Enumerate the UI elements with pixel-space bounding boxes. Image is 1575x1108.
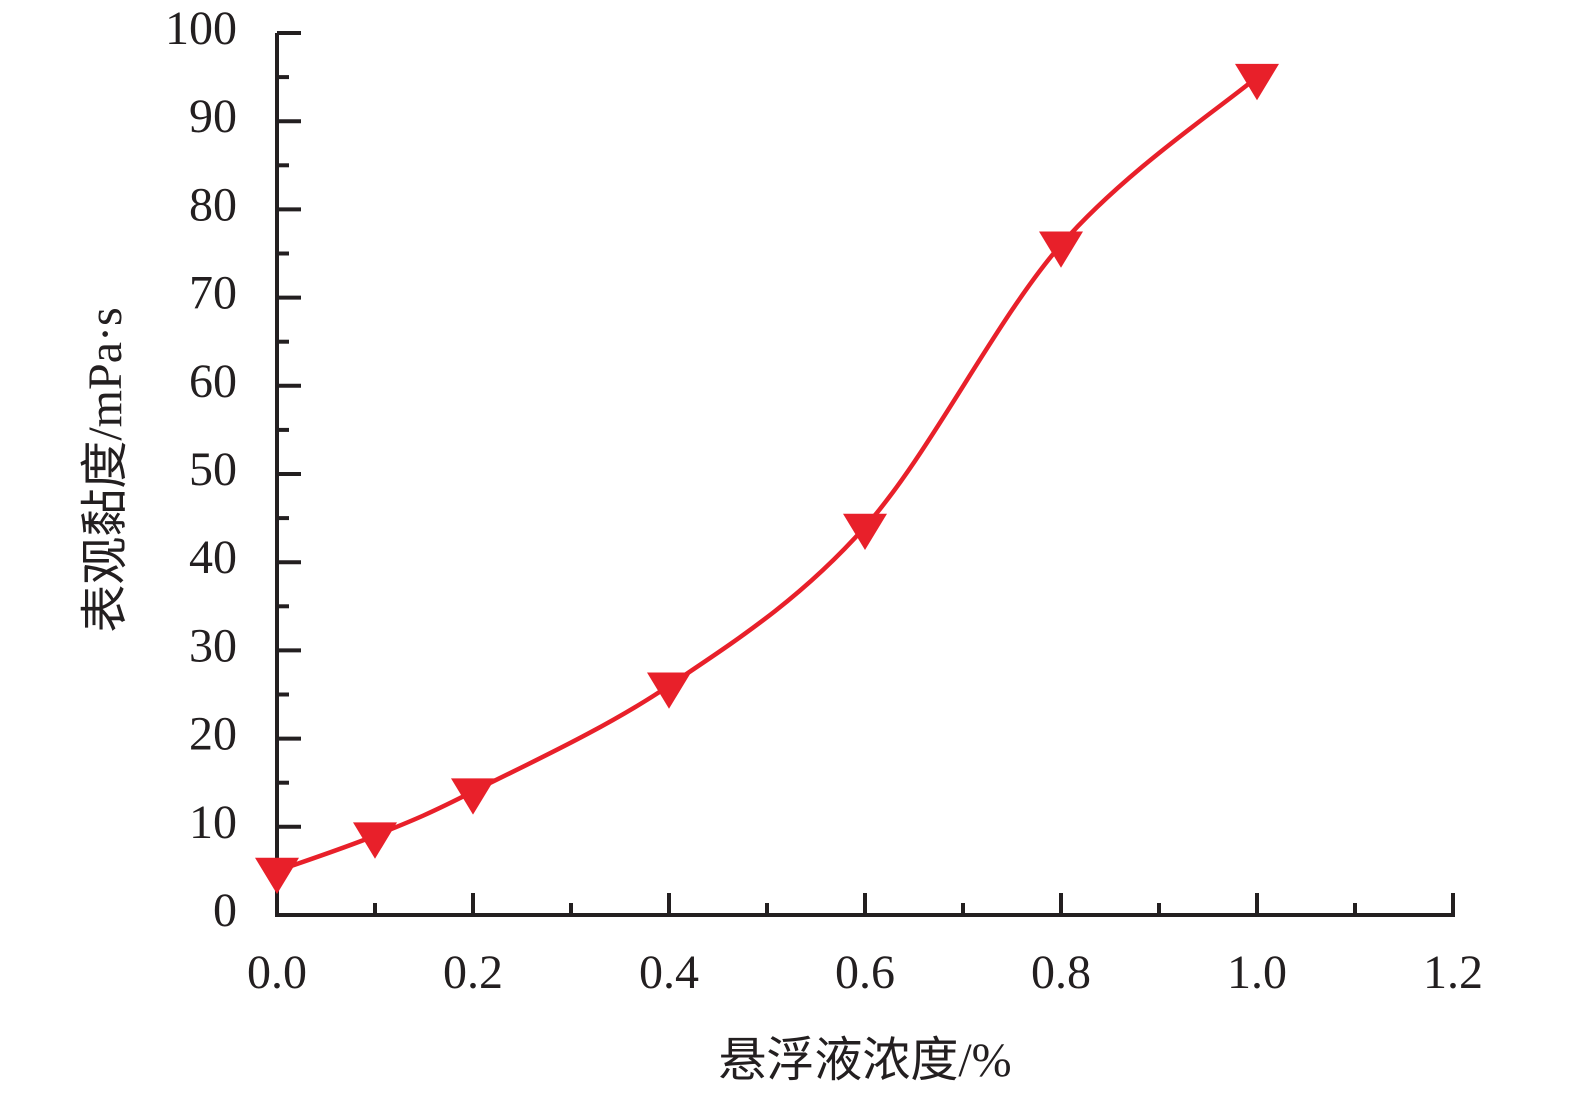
y-axis-label: 表观黏度/mPa·s [79, 307, 132, 632]
series-line [276, 75, 1259, 874]
x-tick-label: 0.8 [1031, 946, 1091, 999]
x-tick-label: 0.0 [247, 946, 307, 999]
x-tick-label: 1.0 [1227, 946, 1287, 999]
y-tick-label: 50 [189, 443, 237, 496]
y-tick-label: 100 [165, 2, 237, 55]
y-tick-label: 70 [189, 267, 237, 320]
y-tick-label: 20 [189, 708, 237, 761]
marker [353, 822, 397, 859]
x-tick-label: 0.6 [835, 946, 895, 999]
y-tick-label: 30 [189, 619, 237, 672]
marker [1235, 63, 1279, 101]
x-tick-label: 1.2 [1423, 946, 1483, 999]
marker [451, 778, 495, 815]
x-tick-label: 0.2 [443, 946, 503, 999]
y-tick-label: 0 [213, 884, 237, 937]
marker [843, 513, 887, 551]
marker [647, 672, 691, 709]
x-axis-label: 悬浮液浓度/% [718, 1034, 1011, 1087]
x-tick-label: 0.4 [639, 946, 699, 999]
marker [1039, 231, 1083, 268]
y-tick-label: 90 [189, 90, 237, 143]
marker [255, 857, 299, 894]
y-tick-label: 10 [189, 796, 237, 849]
y-tick-label: 80 [189, 178, 237, 231]
y-tick-label: 60 [189, 355, 237, 408]
y-tick-label: 40 [189, 531, 237, 584]
